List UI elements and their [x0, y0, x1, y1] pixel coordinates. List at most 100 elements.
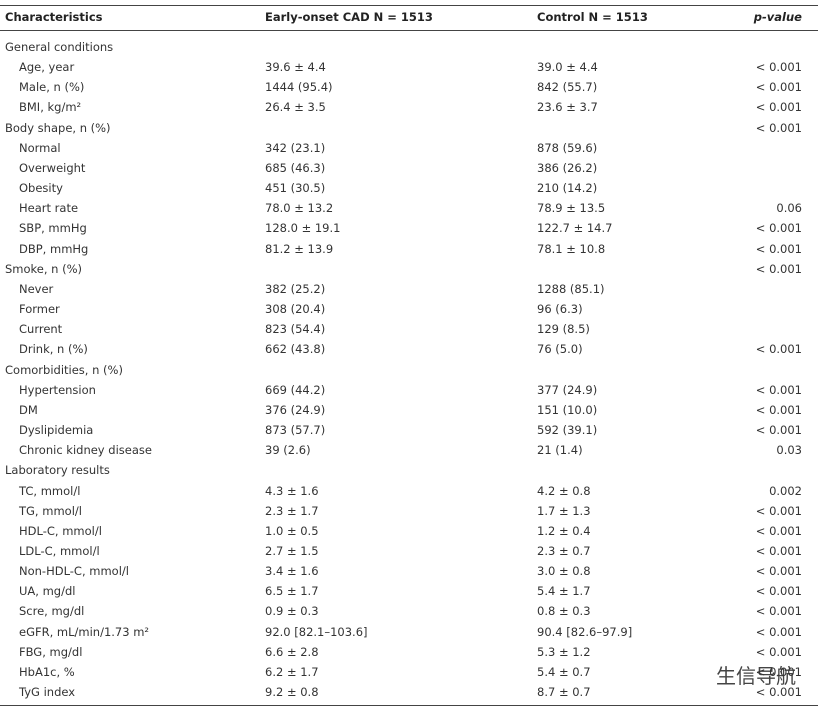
- p-value: < 0.001: [755, 80, 802, 95]
- p-value: < 0.001: [755, 564, 802, 579]
- watermark: 生信导航: [716, 664, 796, 688]
- case-value: 2.7 ± 1.5: [265, 544, 319, 558]
- row-label: HDL-C, mmol/l: [19, 523, 102, 538]
- control-value: 122.7 ± 14.7: [537, 221, 613, 236]
- control-value: 386 (26.2): [537, 160, 598, 175]
- row-label: LDL-C, mmol/l: [19, 544, 100, 558]
- row-label: Dyslipidemia: [19, 423, 94, 438]
- row-label: Non-HDL-C, mmol/l: [19, 564, 129, 579]
- case-value: 26.4 ± 3.5: [265, 100, 326, 115]
- control-value: 4.2 ± 0.8: [537, 483, 591, 498]
- control-value: 377 (24.9): [537, 382, 598, 397]
- row-label: TyG index: [19, 685, 76, 700]
- group-title: Laboratory results: [5, 463, 110, 478]
- control-value: 5.4 ± 1.7: [537, 584, 591, 599]
- control-value: 78.9 ± 13.5: [537, 201, 606, 216]
- row-label: UA, mg/dl: [19, 584, 76, 599]
- case-value: 382 (25.2): [265, 281, 326, 296]
- p-value: < 0.001: [755, 241, 802, 256]
- p-value: < 0.001: [755, 423, 802, 438]
- row-label: Male, n (%): [19, 80, 85, 95]
- control-value: 842 (55.7): [537, 80, 598, 95]
- control-value: 3.0 ± 0.8: [537, 564, 591, 579]
- control-value: 21 (1.4): [537, 443, 583, 458]
- case-value: 376 (24.9): [265, 402, 326, 417]
- p-value: 0.06: [776, 201, 802, 216]
- case-value: 342 (23.1): [265, 140, 326, 155]
- case-value: 6.5 ± 1.7: [265, 584, 319, 599]
- bottom-rule: [0, 705, 818, 706]
- row-label: TG, mmol/l: [19, 503, 82, 518]
- case-value: 39.6 ± 4.4: [265, 60, 326, 75]
- group-title: Smoke, n (%): [5, 261, 83, 276]
- case-value: 92.0 [82.1–103.6]: [265, 624, 368, 639]
- p-value: 0.03: [776, 443, 802, 458]
- row-label: DM: [19, 402, 38, 417]
- column-header: Control N = 1513: [537, 10, 648, 24]
- case-value: 81.2 ± 13.9: [265, 241, 334, 256]
- control-value: 5.4 ± 0.7: [537, 664, 591, 679]
- control-value: 5.3 ± 1.2: [537, 644, 591, 659]
- p-value: < 0.001: [755, 100, 802, 115]
- header-rule: [0, 30, 818, 31]
- p-value: < 0.001: [755, 402, 802, 417]
- case-value: 4.3 ± 1.6: [265, 483, 319, 498]
- row-label: Current: [19, 322, 63, 337]
- row-label: Scre, mg/dl: [19, 604, 85, 619]
- row-label: HbA1c, %: [19, 664, 75, 679]
- control-value: 210 (14.2): [537, 181, 598, 196]
- group-title: Body shape, n (%): [5, 120, 111, 135]
- control-value: 129 (8.5): [537, 322, 590, 337]
- control-value: 76 (5.0): [537, 342, 583, 357]
- case-value: 1444 (95.4): [265, 80, 333, 95]
- p-value: < 0.001: [755, 664, 802, 679]
- p-value: < 0.001: [755, 120, 802, 135]
- case-value: 1.0 ± 0.5: [265, 523, 319, 538]
- case-value: 6.2 ± 1.7: [265, 664, 319, 679]
- column-header: Early-onset CAD N = 1513: [265, 10, 433, 24]
- control-value: 878 (59.6): [537, 140, 598, 155]
- p-value: < 0.001: [755, 544, 802, 558]
- control-value: 78.1 ± 10.8: [537, 241, 606, 256]
- p-value: < 0.001: [755, 685, 802, 700]
- p-value: < 0.001: [755, 624, 802, 639]
- p-value: 0.002: [769, 483, 802, 498]
- p-value: < 0.001: [755, 523, 802, 538]
- row-label: Hypertension: [19, 382, 96, 397]
- row-label: Normal: [19, 140, 61, 155]
- control-value: 0.8 ± 0.3: [537, 604, 591, 619]
- p-value: < 0.001: [755, 644, 802, 659]
- p-value: < 0.001: [755, 261, 802, 276]
- row-label: Heart rate: [19, 201, 79, 216]
- control-value: 1.2 ± 0.4: [537, 523, 591, 538]
- case-value: 78.0 ± 13.2: [265, 201, 334, 216]
- case-value: 128.0 ± 19.1: [265, 221, 341, 236]
- control-value: 96 (6.3): [537, 302, 583, 317]
- case-value: 39 (2.6): [265, 443, 311, 458]
- row-label: Drink, n (%): [19, 342, 88, 357]
- row-label: DBP, mmHg: [19, 241, 89, 256]
- group-title: General conditions: [5, 40, 114, 54]
- p-value: < 0.001: [755, 382, 802, 397]
- case-value: 6.6 ± 2.8: [265, 644, 319, 659]
- case-value: 3.4 ± 1.6: [265, 564, 319, 579]
- case-value: 873 (57.7): [265, 423, 326, 438]
- column-header: p-value: [753, 10, 802, 24]
- row-label: Former: [19, 302, 60, 317]
- row-label: SBP, mmHg: [19, 221, 87, 236]
- control-value: 2.3 ± 0.7: [537, 544, 591, 558]
- control-value: 592 (39.1): [537, 423, 598, 438]
- case-value: 0.9 ± 0.3: [265, 604, 319, 619]
- control-value: 8.7 ± 0.7: [537, 685, 591, 700]
- control-value: 90.4 [82.6–97.9]: [537, 624, 633, 639]
- control-value: 1.7 ± 1.3: [537, 503, 591, 518]
- case-value: 2.3 ± 1.7: [265, 503, 319, 518]
- p-value: < 0.001: [755, 221, 802, 236]
- p-value: < 0.001: [755, 584, 802, 599]
- p-value: < 0.001: [755, 342, 802, 357]
- row-label: FBG, mg/dl: [19, 644, 83, 659]
- row-label: eGFR, mL/min/1.73 m²: [19, 624, 150, 639]
- p-value: < 0.001: [755, 60, 802, 75]
- control-value: 39.0 ± 4.4: [537, 60, 598, 75]
